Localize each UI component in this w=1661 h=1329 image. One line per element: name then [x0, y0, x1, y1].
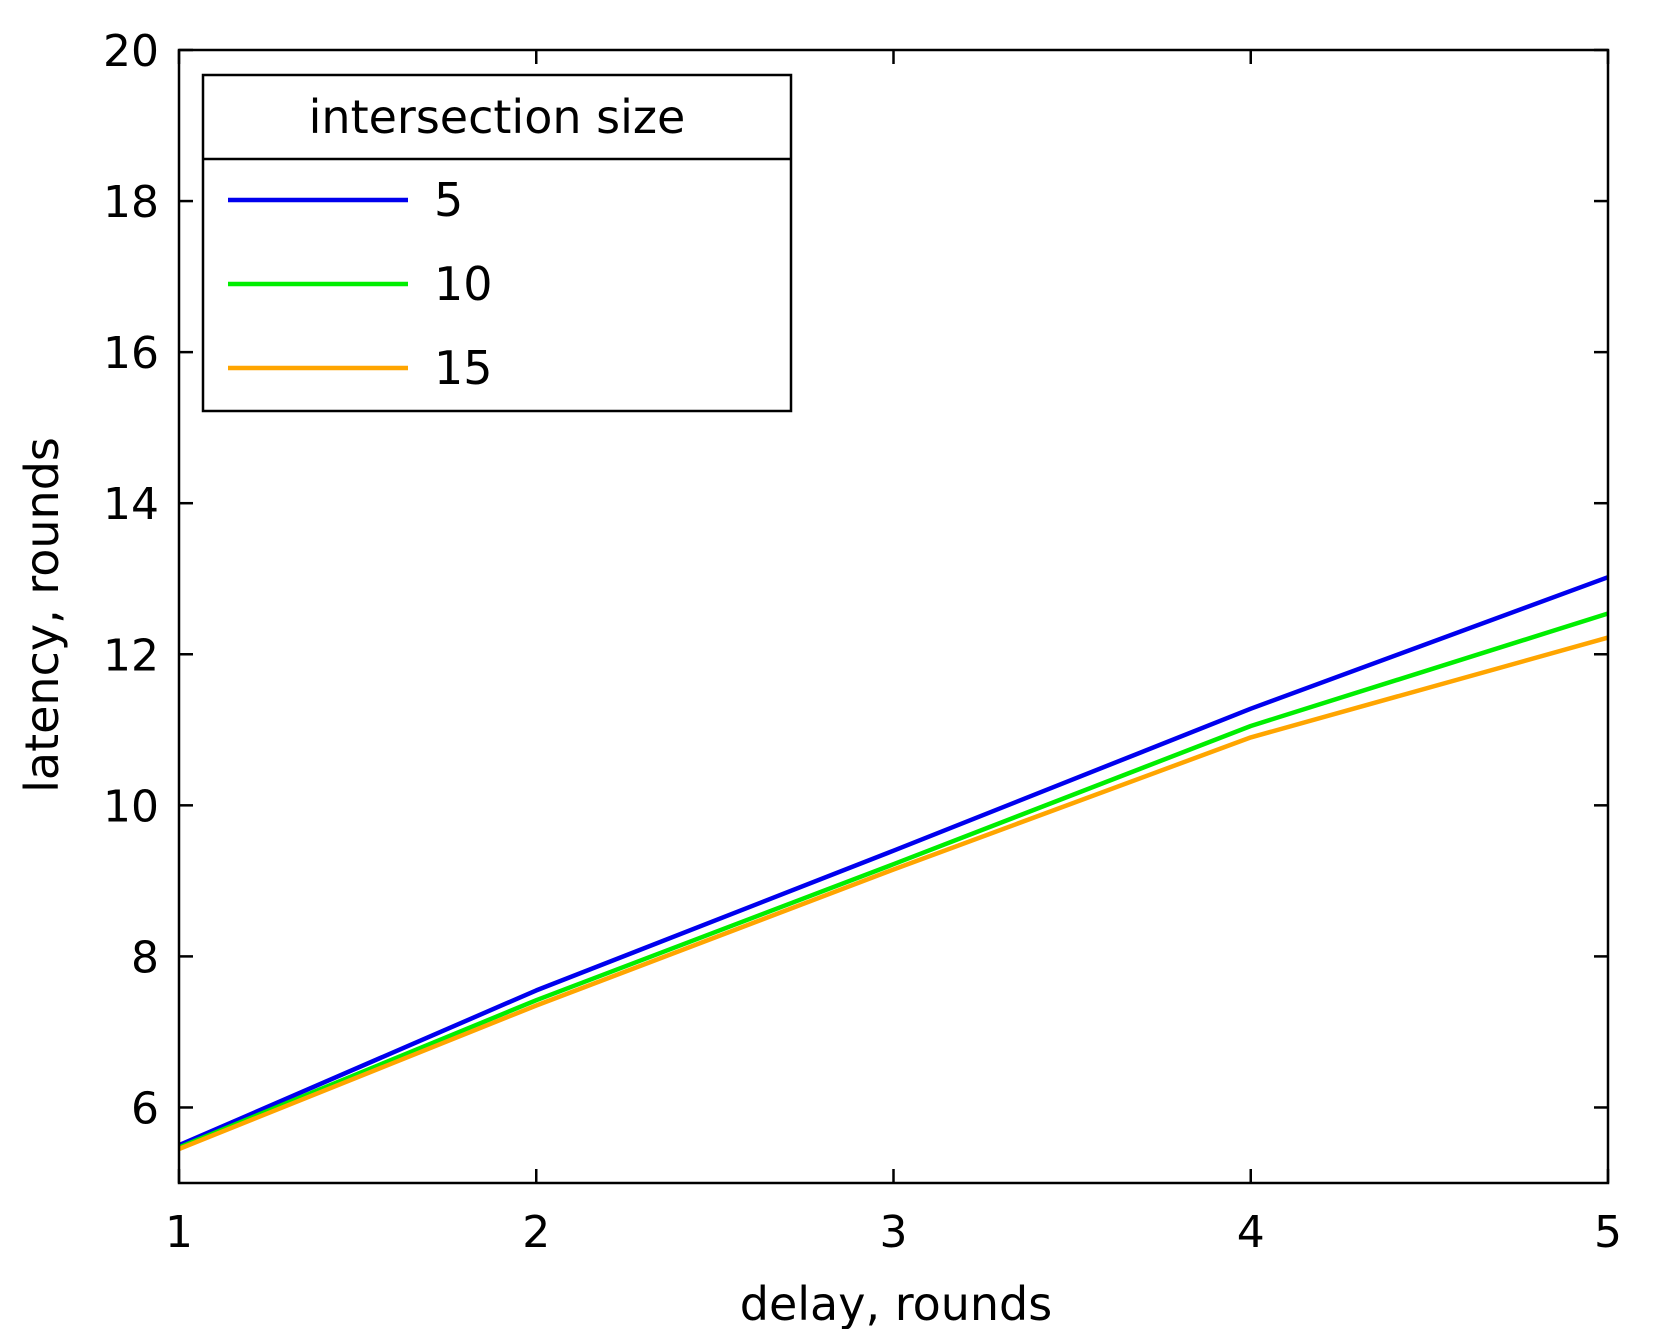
y-axis-label: latency, rounds	[15, 437, 69, 793]
x-axis-label: delay, rounds	[740, 1277, 1052, 1329]
y-tick-label: 16	[103, 328, 159, 379]
x-tick-label: 1	[165, 1207, 193, 1258]
legend-box	[201, 73, 793, 413]
x-tick-label: 5	[1594, 1207, 1622, 1258]
series-line-5	[178, 575, 1609, 1148]
x-tick-label: 4	[1237, 1207, 1265, 1258]
legend-label-5: 5	[434, 173, 463, 227]
y-tick-label: 18	[103, 177, 159, 228]
legend-items: 5 10 15	[228, 173, 493, 395]
legend: intersection size 5 10 15	[201, 73, 793, 413]
plot-frame	[177, 48, 1610, 1185]
y-tick-label: 20	[103, 26, 159, 77]
series-line-15	[178, 635, 1609, 1152]
y-tick-label: 10	[103, 781, 159, 832]
y-tick-label: 6	[131, 1083, 159, 1134]
legend-label-10: 10	[434, 257, 493, 311]
legend-label-15: 15	[434, 341, 493, 395]
y-tick-label: 12	[103, 630, 159, 681]
x-tick-label: 3	[880, 1207, 908, 1258]
legend-title: intersection size	[309, 90, 686, 144]
y-tick-label: 14	[103, 479, 159, 530]
series-line-10	[178, 611, 1609, 1150]
y-tick-label: 8	[131, 932, 159, 983]
x-tick-label: 2	[522, 1207, 550, 1258]
series-lines	[178, 575, 1609, 1152]
